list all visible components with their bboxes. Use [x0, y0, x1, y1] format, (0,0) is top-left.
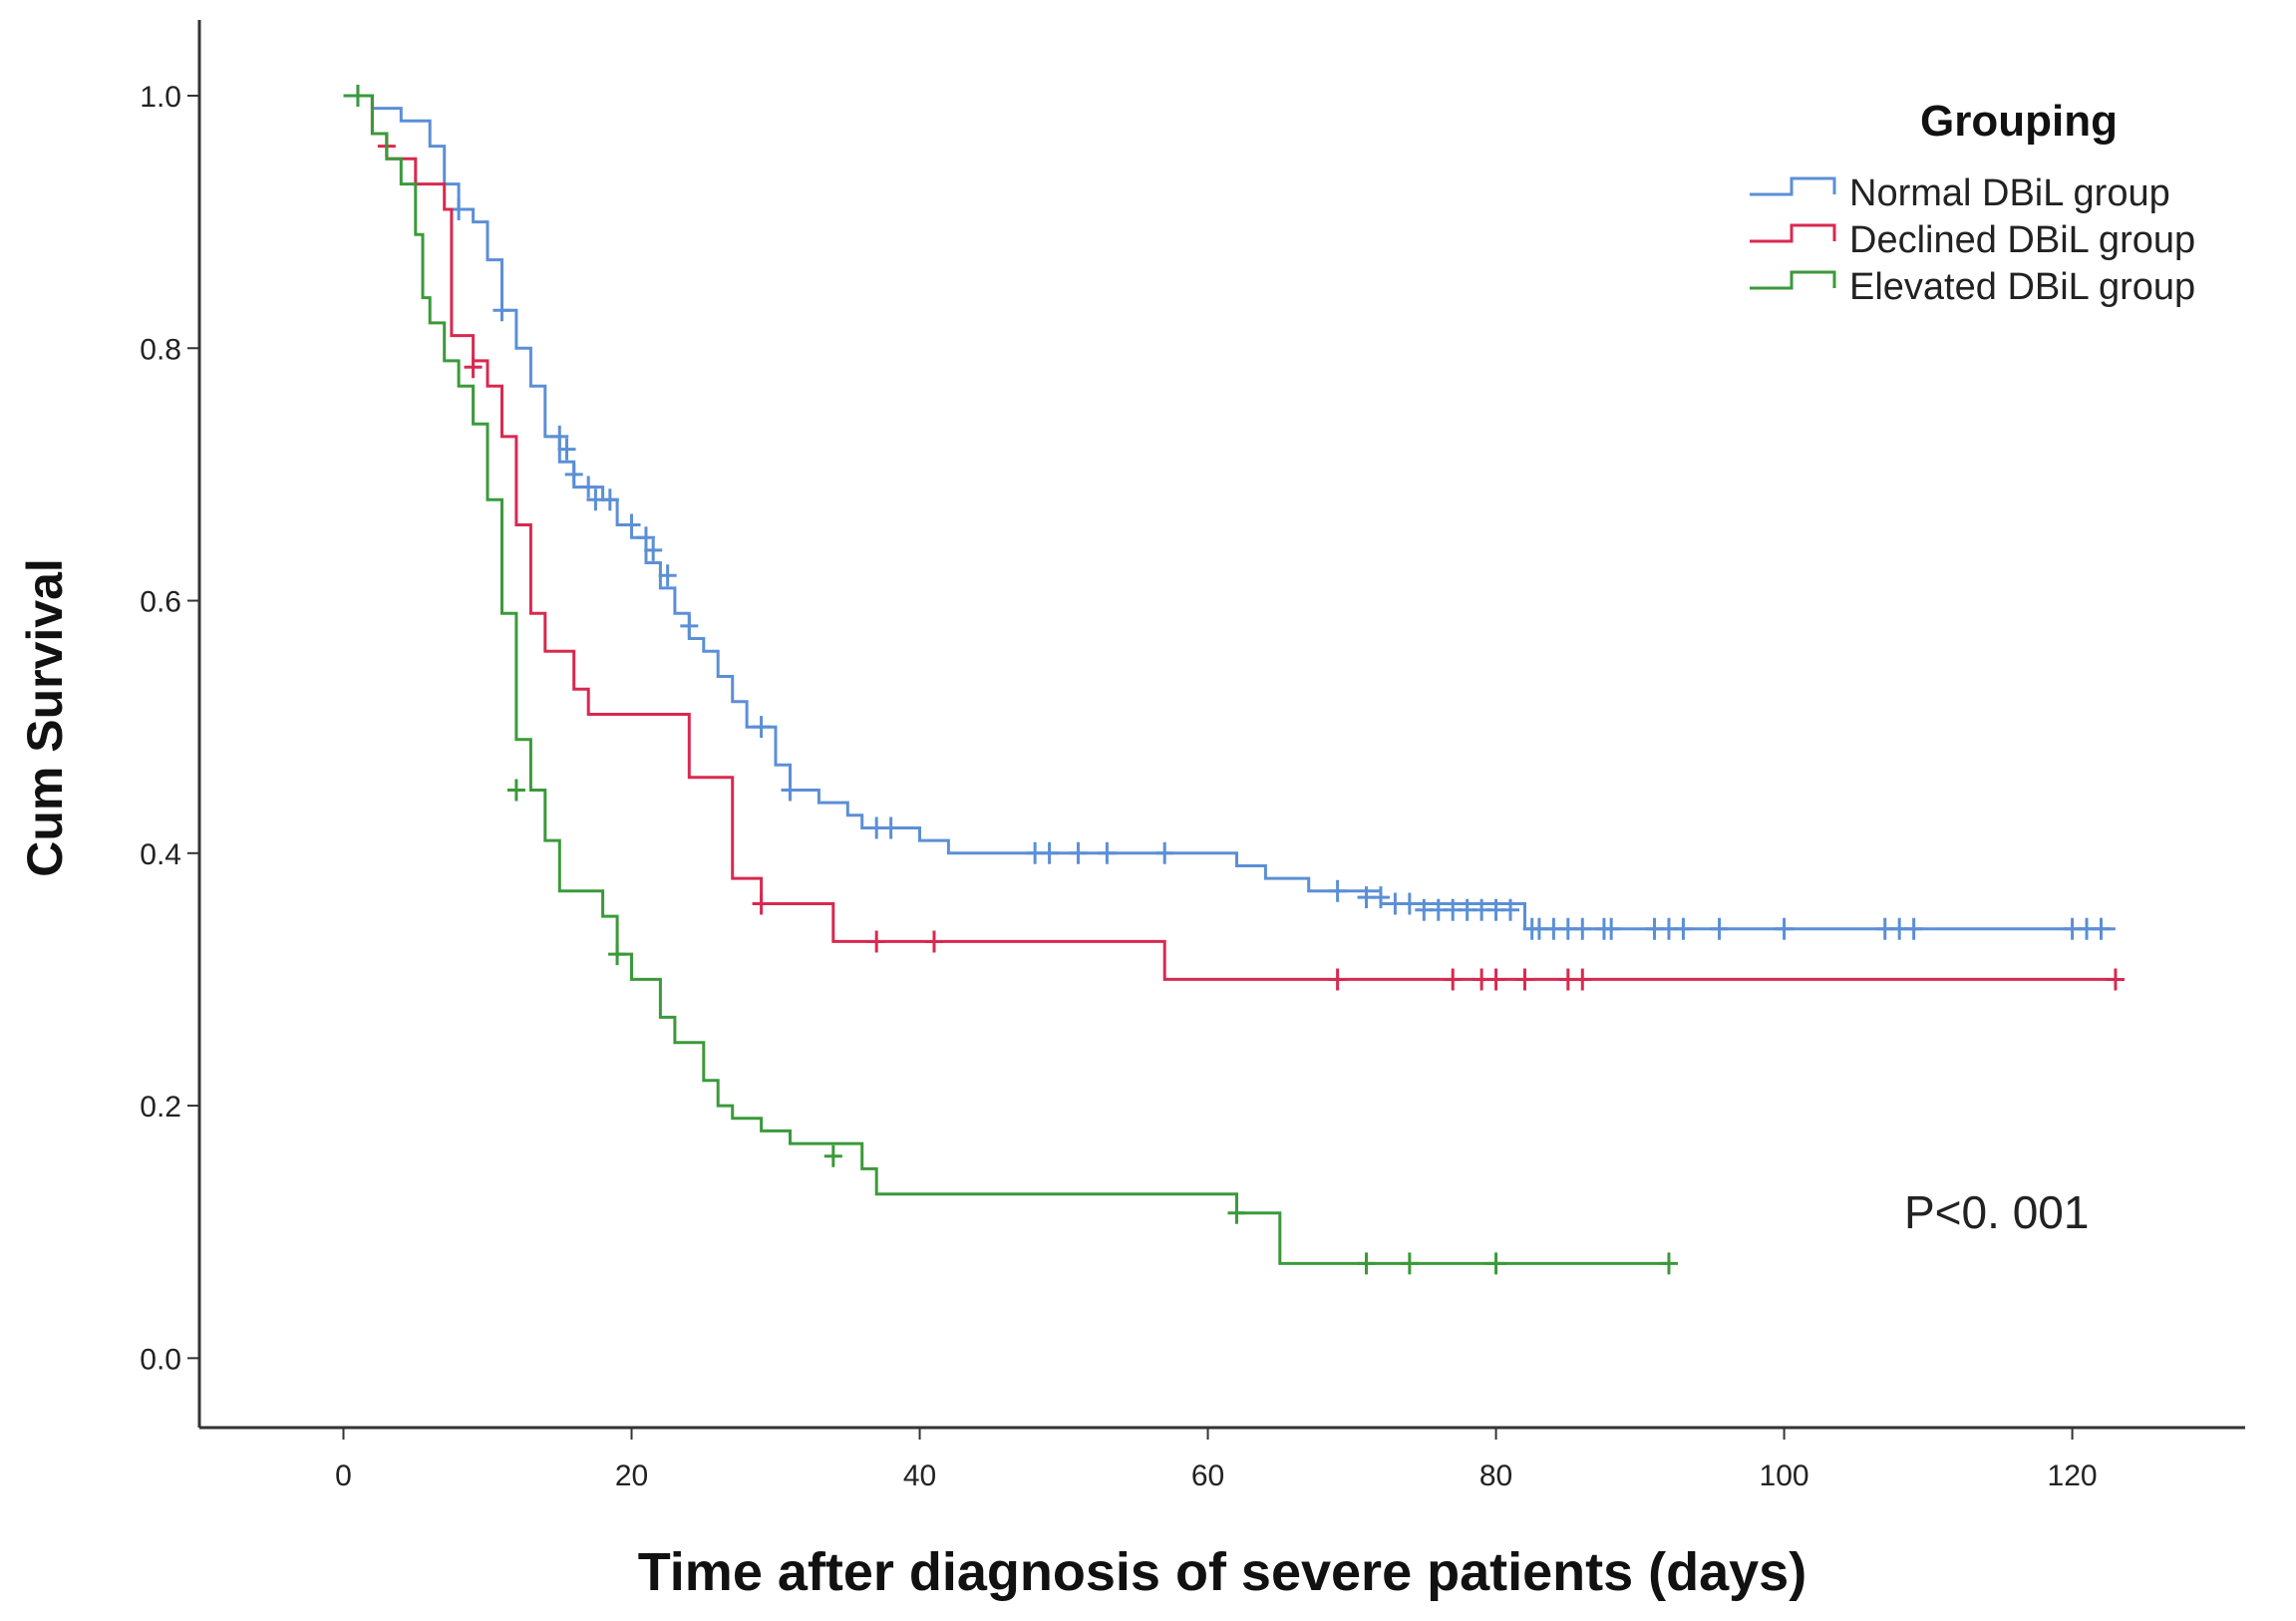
series-layer: [343, 84, 2125, 1275]
censor-mark: [636, 526, 655, 549]
censor-mark: [658, 564, 677, 587]
censor-mark: [1098, 841, 1117, 864]
censor-mark: [1904, 917, 1923, 940]
censor-mark: [752, 892, 771, 915]
censor-mark: [1515, 968, 1534, 991]
x-tick-label: 120: [2048, 1459, 2098, 1492]
censor-mark: [550, 425, 569, 448]
censor-mark: [506, 779, 525, 802]
censor-mark: [867, 930, 886, 953]
censor-mark: [600, 488, 619, 511]
y-tick-label: 0.6: [140, 586, 181, 619]
series-declined-dbil-group: [343, 94, 2125, 991]
legend-swatch: [1750, 176, 1836, 196]
p-value-annotation: P<0. 001: [1904, 1186, 2089, 1238]
legend-label: Elevated DBiL group: [1849, 266, 2195, 308]
censor-mark: [1400, 892, 1419, 915]
censor-mark: [680, 614, 699, 637]
censor-mark: [2092, 917, 2111, 940]
censor-mark: [1573, 917, 1592, 940]
censor-mark: [1357, 1252, 1376, 1275]
censor-mark: [579, 476, 598, 498]
censor-mark: [1486, 1252, 1505, 1275]
censor-mark: [1040, 841, 1059, 864]
censor-mark: [1710, 917, 1729, 940]
x-tick-label: 0: [335, 1459, 352, 1492]
censor-mark: [1602, 917, 1621, 940]
censor-mark: [1069, 841, 1088, 864]
legend-item: Elevated DBiL group: [1750, 266, 2195, 308]
censor-mark: [1328, 879, 1347, 902]
legend-item: Normal DBiL group: [1750, 172, 2170, 214]
x-axis-ticks: 0 20 40 60 80 100 120: [335, 1428, 2098, 1492]
x-tick-label: 80: [1479, 1459, 1512, 1492]
x-axis-title: Time after diagnosis of severe patients …: [638, 1542, 1806, 1602]
x-tick-label: 20: [615, 1459, 648, 1492]
y-tick-label: 0.4: [140, 838, 181, 871]
censor-mark: [1155, 841, 1174, 864]
censor-mark: [1328, 968, 1347, 991]
y-axis-title: Cum Survival: [17, 558, 73, 877]
y-tick-label: 0.0: [140, 1343, 181, 1376]
censor-mark: [492, 299, 511, 322]
legend: Grouping Normal DBiL group Declined DBiL …: [1750, 97, 2195, 308]
y-tick-label: 0.8: [140, 333, 181, 366]
survival-curve: [343, 94, 1669, 1265]
censor-mark: [348, 84, 367, 107]
survival-curve: [343, 94, 2116, 981]
censor-mark: [1674, 917, 1693, 940]
censor-mark: [1227, 1201, 1246, 1224]
y-axis-ticks: 0.0 0.2 0.4 0.6 0.8 1.0: [140, 81, 199, 1376]
survival-curve: [343, 94, 2116, 931]
legend-label: Normal DBiL group: [1849, 172, 2170, 214]
x-tick-label: 40: [903, 1459, 936, 1492]
legend-swatch: [1750, 223, 1836, 243]
censor-mark: [1659, 1252, 1678, 1275]
x-tick-label: 60: [1191, 1459, 1224, 1492]
censor-mark: [1775, 917, 1794, 940]
censor-mark: [464, 356, 483, 379]
legend-item: Declined DBiL group: [1750, 219, 2195, 261]
series-normal-dbil-group: [343, 84, 2116, 940]
censor-mark: [1371, 886, 1390, 909]
legend-label: Declined DBiL group: [1849, 219, 2195, 261]
censor-mark: [924, 930, 943, 953]
censor-mark: [1501, 898, 1520, 921]
censor-mark: [608, 943, 627, 966]
censor-mark: [823, 1144, 842, 1167]
censor-mark: [564, 463, 583, 486]
censor-mark: [752, 716, 771, 739]
censor-mark: [1400, 1252, 1419, 1275]
y-tick-label: 1.0: [140, 81, 181, 114]
censor-mark: [644, 538, 663, 561]
series-elevated-dbil-group: [343, 84, 1678, 1275]
y-tick-label: 0.2: [140, 1091, 181, 1124]
censor-mark: [622, 513, 641, 536]
censor-mark: [1444, 968, 1463, 991]
censor-mark: [1486, 968, 1505, 991]
censor-mark: [881, 816, 900, 839]
legend-items: Normal DBiL group Declined DBiL group Elev…: [1750, 172, 2195, 308]
censor-mark: [557, 438, 576, 461]
legend-swatch: [1750, 270, 1836, 290]
legend-title: Grouping: [1920, 97, 2118, 146]
x-tick-label: 100: [1760, 1459, 1809, 1492]
censor-mark: [781, 779, 800, 802]
censor-mark: [2106, 968, 2125, 991]
censor-mark: [1573, 968, 1592, 991]
